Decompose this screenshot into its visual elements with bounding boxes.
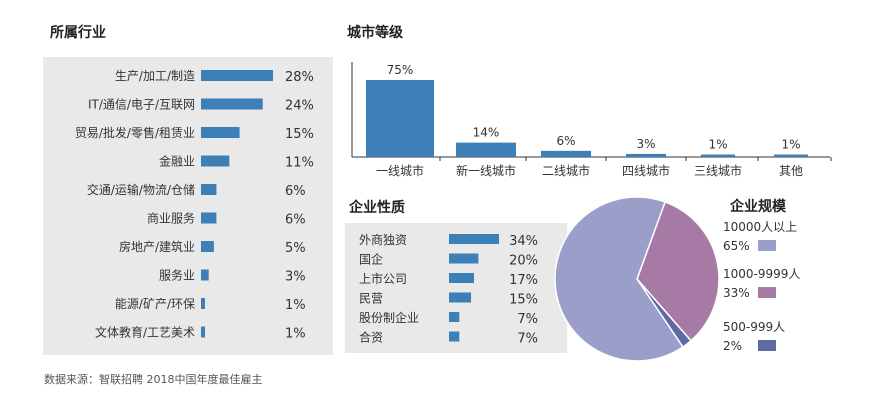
industry-category-label: 文体教育/工艺美术 — [95, 325, 195, 340]
industry-category-label: 房地产/建筑业 — [119, 239, 195, 254]
source-note: 数据来源：智联招聘 2018中国年度最佳雇主 — [44, 373, 263, 386]
city-category-label: 四线城市 — [622, 163, 670, 178]
scale-legend-label: 500-999人 — [723, 320, 785, 334]
city-bar — [541, 150, 591, 157]
nature-bar — [449, 234, 499, 244]
industry-value-label: 15% — [285, 127, 314, 142]
nature-bar — [449, 312, 460, 322]
industry-value-label: 5% — [285, 241, 306, 256]
nature-value-label: 20% — [509, 254, 538, 269]
industry-bar — [201, 298, 205, 309]
industry-bar — [201, 70, 273, 81]
city-bar — [701, 154, 735, 157]
industry-value-label: 6% — [285, 184, 306, 199]
city-bar — [626, 153, 666, 157]
industry-category-label: 商业服务 — [147, 211, 195, 226]
scale-value-label: 65% — [723, 239, 750, 253]
scale-legend-swatch — [758, 340, 776, 351]
industry-bar — [201, 212, 217, 224]
industry-category-label: 能源/矿产/环保 — [115, 297, 195, 311]
nature-value-label: 17% — [509, 273, 538, 288]
industry-bar — [201, 127, 240, 138]
industry-category-label: 交通/运输/物流/仓储 — [87, 182, 195, 197]
nature-panel — [345, 223, 567, 353]
city-bar — [456, 142, 516, 157]
city-value-label: 1% — [708, 138, 727, 152]
scale-pie-slice — [554, 196, 684, 362]
industry-bar — [201, 184, 217, 195]
nature-category-label: 上市公司 — [359, 271, 407, 286]
city-value-label: 3% — [636, 137, 655, 151]
scale-legend-swatch — [758, 287, 776, 298]
industry-bar — [201, 98, 263, 110]
city-category-label: 新一线城市 — [456, 163, 516, 178]
nature-value-label: 15% — [509, 293, 538, 308]
nature-category-label: 外商独资 — [359, 232, 407, 247]
city-category-label: 三线城市 — [694, 163, 742, 178]
scale-value-label: 33% — [723, 286, 750, 300]
scale-title: 企业规模 — [730, 199, 786, 215]
city-bar — [366, 80, 434, 157]
industry-value-label: 11% — [285, 156, 314, 171]
industry-category-label: IT/通信/电子/互联网 — [88, 98, 195, 112]
industry-value-label: 28% — [285, 70, 314, 85]
industry-title: 所属行业 — [50, 25, 106, 41]
city-category-label: 其他 — [779, 164, 803, 178]
nature-value-label: 7% — [517, 332, 538, 347]
industry-panel — [43, 57, 333, 355]
industry-bar — [201, 326, 205, 338]
city-category-label: 一线城市 — [376, 163, 424, 178]
nature-bar — [449, 292, 472, 303]
nature-category-label: 民营 — [359, 292, 383, 306]
city-value-label: 14% — [473, 126, 500, 140]
industry-value-label: 3% — [285, 270, 306, 285]
industry-bar — [201, 155, 230, 167]
nature-bar — [449, 253, 479, 264]
city-value-label: 75% — [387, 63, 414, 77]
industry-value-label: 24% — [285, 99, 314, 114]
scale-legend-swatch — [758, 240, 776, 251]
industry-value-label: 6% — [285, 213, 306, 228]
city-bar — [774, 154, 808, 157]
industry-category-label: 贸易/批发/零售/租赁业 — [75, 125, 195, 140]
nature-category-label: 股份制企业 — [359, 310, 419, 325]
city-value-label: 1% — [781, 138, 800, 152]
scale-legend-label: 1000-9999人 — [723, 267, 800, 281]
industry-value-label: 1% — [285, 327, 306, 342]
scale-legend-label: 10000人以上 — [723, 220, 797, 234]
nature-category-label: 国企 — [359, 252, 383, 267]
industry-value-label: 1% — [285, 298, 306, 313]
city-title: 城市等级 — [347, 25, 403, 41]
nature-value-label: 34% — [509, 234, 538, 249]
industry-category-label: 生产/加工/制造 — [115, 69, 195, 83]
industry-bar — [201, 241, 214, 252]
industry-category-label: 金融业 — [159, 154, 195, 169]
nature-title: 企业性质 — [349, 200, 405, 216]
nature-value-label: 7% — [517, 312, 538, 327]
scale-value-label: 2% — [723, 339, 742, 353]
city-value-label: 6% — [556, 134, 575, 148]
scale-pie-slice — [636, 200, 720, 342]
nature-bar — [449, 331, 460, 342]
nature-bar — [449, 273, 474, 283]
nature-category-label: 合资 — [359, 330, 383, 345]
industry-bar — [201, 269, 209, 281]
industry-category-label: 服务业 — [159, 268, 195, 283]
city-category-label: 二线城市 — [542, 163, 590, 178]
